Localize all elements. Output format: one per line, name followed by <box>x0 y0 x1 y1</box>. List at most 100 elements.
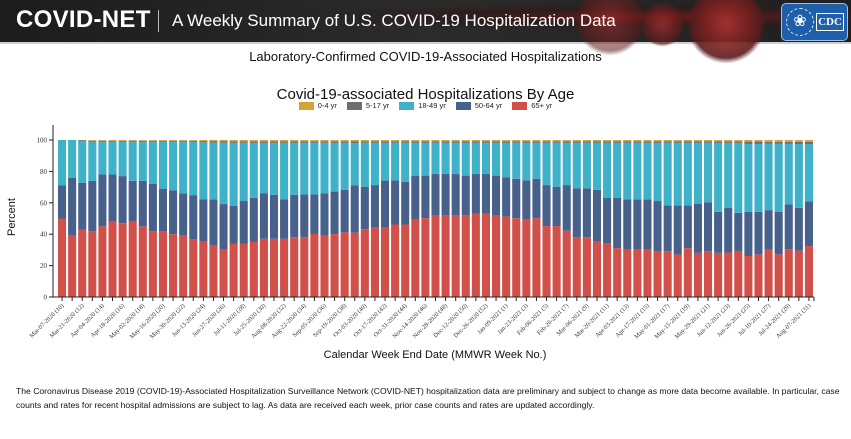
bar-segment-18-49-yr[interactable] <box>623 142 632 200</box>
bar-segment-50-64-yr[interactable] <box>128 180 137 222</box>
bar-segment-18-49-yr[interactable] <box>340 142 349 190</box>
bar-stack[interactable] <box>219 140 228 297</box>
bar-segment-65-yr[interactable] <box>209 245 218 297</box>
bar-segment-65-yr[interactable] <box>481 213 490 297</box>
bar-segment-18-49-yr[interactable] <box>764 143 773 211</box>
bar-stack[interactable] <box>199 140 208 297</box>
bar-segment-0-4-yr[interactable] <box>804 140 813 142</box>
bar-stack[interactable] <box>209 140 218 297</box>
bar-segment-18-49-yr[interactable] <box>78 140 87 183</box>
bar-segment-0-4-yr[interactable] <box>734 140 743 142</box>
bar-segment-50-64-yr[interactable] <box>603 197 612 244</box>
bar-segment-5-17-yr[interactable] <box>633 141 642 143</box>
bar-segment-18-49-yr[interactable] <box>542 142 551 186</box>
bar-stack[interactable] <box>512 140 521 297</box>
legend-item[interactable]: 65+ yr <box>512 101 552 110</box>
bar-segment-50-64-yr[interactable] <box>744 211 753 256</box>
bar-segment-18-49-yr[interactable] <box>724 142 733 209</box>
bar-stack[interactable] <box>643 140 652 297</box>
bar-segment-18-49-yr[interactable] <box>734 142 743 213</box>
bar-segment-5-17-yr[interactable] <box>88 140 97 142</box>
bar-segment-65-yr[interactable] <box>764 249 773 297</box>
bar-stack[interactable] <box>471 140 480 297</box>
bar-segment-5-17-yr[interactable] <box>673 141 682 143</box>
bar-segment-0-4-yr[interactable] <box>592 140 602 142</box>
bar-stack[interactable] <box>592 140 602 297</box>
bar-segment-5-17-yr[interactable] <box>623 141 632 143</box>
bar-segment-18-49-yr[interactable] <box>613 142 622 198</box>
bar-segment-65-yr[interactable] <box>512 218 521 297</box>
bar-segment-18-49-yr[interactable] <box>441 142 450 175</box>
bar-stack[interactable] <box>381 140 390 297</box>
bar-stack[interactable] <box>229 140 238 297</box>
bar-stack[interactable] <box>542 140 551 297</box>
bar-segment-50-64-yr[interactable] <box>673 205 682 255</box>
bar-segment-5-17-yr[interactable] <box>108 140 117 142</box>
bar-segment-18-49-yr[interactable] <box>58 140 67 186</box>
bar-stack[interactable] <box>552 140 561 297</box>
bar-segment-0-4-yr[interactable] <box>108 140 117 141</box>
bar-segment-0-4-yr[interactable] <box>219 140 228 142</box>
bar-stack[interactable] <box>754 140 763 297</box>
bar-segment-0-4-yr[interactable] <box>401 140 410 142</box>
bar-segment-0-4-yr[interactable] <box>310 140 319 142</box>
bar-stack[interactable] <box>724 140 733 297</box>
bar-segment-18-49-yr[interactable] <box>370 142 379 186</box>
bar-segment-65-yr[interactable] <box>804 246 813 297</box>
bar-segment-0-4-yr[interactable] <box>280 140 289 142</box>
bar-segment-18-49-yr[interactable] <box>592 142 602 190</box>
bar-segment-50-64-yr[interactable] <box>592 189 602 242</box>
bar-segment-65-yr[interactable] <box>118 223 127 297</box>
bar-segment-5-17-yr[interactable] <box>532 141 541 143</box>
bar-segment-5-17-yr[interactable] <box>411 141 420 143</box>
bar-stack[interactable] <box>88 140 97 297</box>
bar-segment-18-49-yr[interactable] <box>320 142 329 194</box>
bar-segment-18-49-yr[interactable] <box>158 141 168 189</box>
bar-segment-18-49-yr[interactable] <box>98 141 107 175</box>
bar-segment-18-49-yr[interactable] <box>401 142 410 182</box>
bar-segment-18-49-yr[interactable] <box>703 142 713 203</box>
bar-segment-18-49-yr[interactable] <box>239 142 248 202</box>
bar-segment-50-64-yr[interactable] <box>562 185 571 231</box>
bar-segment-65-yr[interactable] <box>239 243 248 297</box>
bar-segment-50-64-yr[interactable] <box>320 193 329 236</box>
bar-segment-18-49-yr[interactable] <box>138 141 147 181</box>
bar-segment-0-4-yr[interactable] <box>128 140 137 141</box>
bar-segment-0-4-yr[interactable] <box>542 140 551 142</box>
bar-segment-50-64-yr[interactable] <box>471 174 480 214</box>
bar-segment-18-49-yr[interactable] <box>663 142 672 206</box>
legend-item[interactable]: 5-17 yr <box>346 101 389 110</box>
bar-segment-18-49-yr[interactable] <box>683 142 692 206</box>
bar-segment-18-49-yr[interactable] <box>128 141 137 181</box>
bar-segment-18-49-yr[interactable] <box>552 142 561 187</box>
bar-segment-18-49-yr[interactable] <box>451 142 460 175</box>
bar-segment-18-49-yr[interactable] <box>330 142 339 192</box>
bar-stack[interactable] <box>280 140 289 297</box>
bar-segment-0-4-yr[interactable] <box>522 140 531 142</box>
bar-segment-65-yr[interactable] <box>552 226 561 297</box>
bar-segment-50-64-yr[interactable] <box>734 212 743 251</box>
bar-segment-18-49-yr[interactable] <box>492 142 501 176</box>
bar-stack[interactable] <box>623 140 632 297</box>
bar-stack[interactable] <box>441 140 450 297</box>
bar-segment-50-64-yr[interactable] <box>138 180 147 227</box>
bar-stack[interactable] <box>714 140 723 297</box>
bar-segment-18-49-yr[interactable] <box>88 141 97 181</box>
bar-segment-0-4-yr[interactable] <box>381 140 390 142</box>
bar-segment-65-yr[interactable] <box>754 254 763 297</box>
bar-segment-18-49-yr[interactable] <box>633 142 642 200</box>
bar-stack[interactable] <box>522 140 531 297</box>
bar-segment-5-17-yr[interactable] <box>219 141 228 143</box>
bar-segment-50-64-yr[interactable] <box>88 180 97 232</box>
bar-segment-0-4-yr[interactable] <box>471 140 480 142</box>
bar-segment-0-4-yr[interactable] <box>98 140 107 141</box>
bar-segment-5-17-yr[interactable] <box>724 141 733 143</box>
bar-stack[interactable] <box>703 140 713 297</box>
bar-segment-65-yr[interactable] <box>381 227 390 297</box>
bar-segment-5-17-yr[interactable] <box>370 141 379 143</box>
bar-segment-50-64-yr[interactable] <box>148 183 157 232</box>
bar-segment-65-yr[interactable] <box>98 226 107 297</box>
bar-segment-65-yr[interactable] <box>330 234 339 297</box>
bar-segment-50-64-yr[interactable] <box>68 177 77 236</box>
bar-segment-18-49-yr[interactable] <box>673 142 682 206</box>
